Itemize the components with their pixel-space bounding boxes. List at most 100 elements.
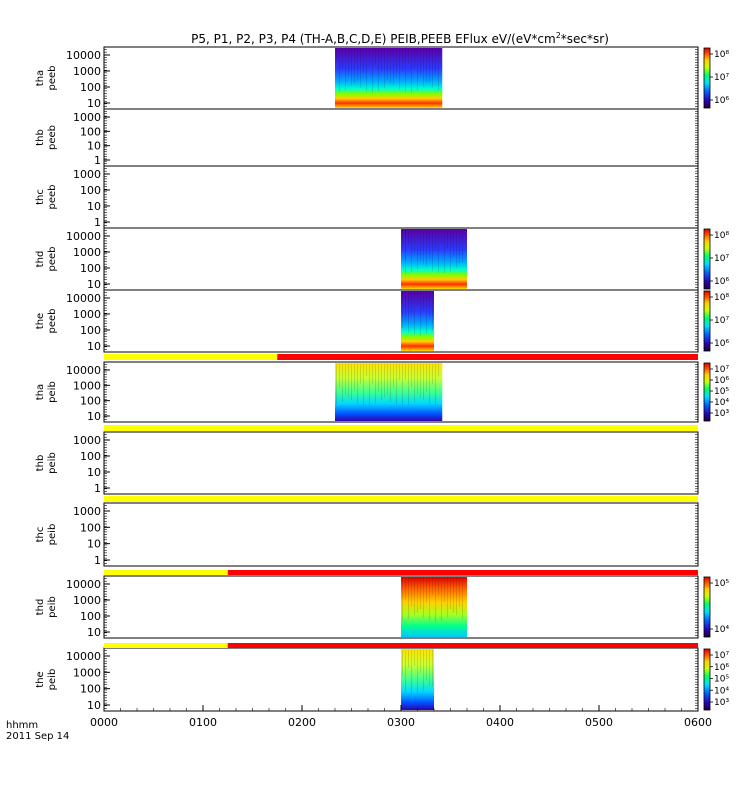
y-tick-label: 1 <box>94 482 101 495</box>
date-label: 2011 Sep 14 <box>6 731 69 742</box>
spectrogram-streak <box>378 49 379 92</box>
spectrogram-streak <box>363 49 364 74</box>
y-axis-label: thd <box>35 251 46 268</box>
spectrogram-streak <box>372 364 373 384</box>
panel-frame <box>103 431 699 495</box>
spectrogram-streak <box>438 364 439 377</box>
spectrogram-streak <box>411 364 412 388</box>
spectrogram-streak <box>351 364 352 401</box>
spectrogram-streak <box>420 364 421 398</box>
spectrogram-streak <box>393 49 394 86</box>
spectrogram-streak <box>426 578 427 603</box>
spectrogram-streak <box>432 364 433 385</box>
spectrogram-streak <box>423 49 424 87</box>
colorbar <box>703 290 711 352</box>
spectrogram-streak <box>387 49 388 80</box>
spectrogram-streak <box>408 292 409 333</box>
colorbar-label: 10⁶ <box>714 277 729 287</box>
spectrogram-streak <box>426 364 427 392</box>
status-bar-segment <box>277 354 698 360</box>
panel-thc-peeb: 1000 100 10 1 thc peeb <box>35 165 699 229</box>
y-axis-label: tha <box>35 384 46 400</box>
spectrogram-streak <box>339 49 340 93</box>
spectrogram-streak <box>393 364 394 388</box>
status-bar-segment <box>104 354 278 360</box>
colorbar <box>703 228 711 290</box>
y-tick-label: 10 <box>87 538 101 551</box>
spectrogram-streak <box>411 49 412 93</box>
spectrogram-streak <box>342 49 343 70</box>
spectrogram-streak <box>456 230 457 268</box>
spectrogram-streak <box>453 230 454 257</box>
spectrogram-streak <box>423 364 424 400</box>
spectrogram-streak <box>399 49 400 90</box>
status-bar-segment <box>227 643 698 648</box>
spectrogram-streak <box>447 230 448 250</box>
y-tick-label: 1000 <box>73 379 101 392</box>
y-tick-label: 10000 <box>66 364 101 377</box>
y-tick-label: 10000 <box>66 49 101 62</box>
spectrogram-streak <box>462 578 463 619</box>
colorbar <box>703 362 711 422</box>
spectrogram-streak <box>408 364 409 406</box>
spectrogram-streak <box>426 230 427 267</box>
spectrogram-streak <box>411 650 412 695</box>
spectrogram-streak <box>384 364 385 398</box>
y-tick-label: 100 <box>80 521 101 534</box>
spectrogram-streak <box>414 292 415 335</box>
spectrogram-streak <box>432 292 433 331</box>
colorbar-label: 10⁴ <box>714 398 729 408</box>
spectrogram-streak <box>369 49 370 67</box>
spectrogram-streak <box>417 364 418 394</box>
spectrogram-streak <box>354 364 355 391</box>
colorbar <box>703 648 711 711</box>
y-tick-label: 100 <box>80 125 101 138</box>
panel-thc-peib: 1000 100 10 1 thc peib <box>35 502 699 567</box>
spectrogram-streak <box>396 49 397 78</box>
y-tick-label: 1000 <box>73 505 101 518</box>
status-bar-segment <box>104 643 228 648</box>
colorbar-label: 10⁵ <box>714 579 729 589</box>
colorbar <box>703 47 711 109</box>
spectrogram-streak <box>441 230 442 244</box>
spectrogram-streak <box>432 49 433 88</box>
spectrogram-streak <box>438 578 439 595</box>
spectrogram-streak <box>432 578 433 595</box>
spectrogram-streak <box>414 364 415 403</box>
spectrogram-streak <box>411 578 412 607</box>
spectrogram-streak <box>417 578 418 613</box>
colorbar-label: 10⁸ <box>714 50 729 60</box>
y-axis-label: thb <box>35 129 46 146</box>
y-tick-label: 10 <box>87 466 101 479</box>
spectrogram-streak <box>435 49 436 75</box>
y-tick-label: 100 <box>80 395 101 408</box>
y-axis-label: the <box>35 313 46 329</box>
spectrogram-streak <box>375 364 376 404</box>
y-axis-label: thd <box>35 599 46 616</box>
spectrogram-streak <box>429 292 430 318</box>
y-tick-label: 100 <box>80 81 101 94</box>
colorbar-label: 10³ <box>714 698 729 708</box>
spectrogram-streak <box>459 578 460 607</box>
y-tick-label: 1000 <box>73 65 101 78</box>
spectrogram-streak <box>402 292 403 328</box>
y-tick-label: 1 <box>94 154 101 167</box>
spectrogram-thd-peib <box>401 577 467 637</box>
spectrogram-streak <box>420 578 421 610</box>
spectrogram-streak <box>402 650 403 676</box>
spectrogram-thd-peeb <box>401 229 467 289</box>
spectrogram-streak <box>336 364 337 405</box>
spectrogram-streak <box>366 49 367 92</box>
spectrogram-streak <box>348 49 349 77</box>
y-tick-label: 10 <box>87 200 101 213</box>
spectrogram-streak <box>405 49 406 92</box>
y-tick-label: 10 <box>87 340 101 353</box>
y-tick-label: 10 <box>87 278 101 291</box>
panel-thd-peib: 10000 1000 100 10 thd peib 10⁵ 10⁴ <box>35 575 729 639</box>
spectrogram-streak <box>450 230 451 272</box>
colorbar-label: 10³ <box>714 409 729 419</box>
colorbar-label: 10⁸ <box>714 231 729 241</box>
spectrogram-streak <box>381 364 382 400</box>
